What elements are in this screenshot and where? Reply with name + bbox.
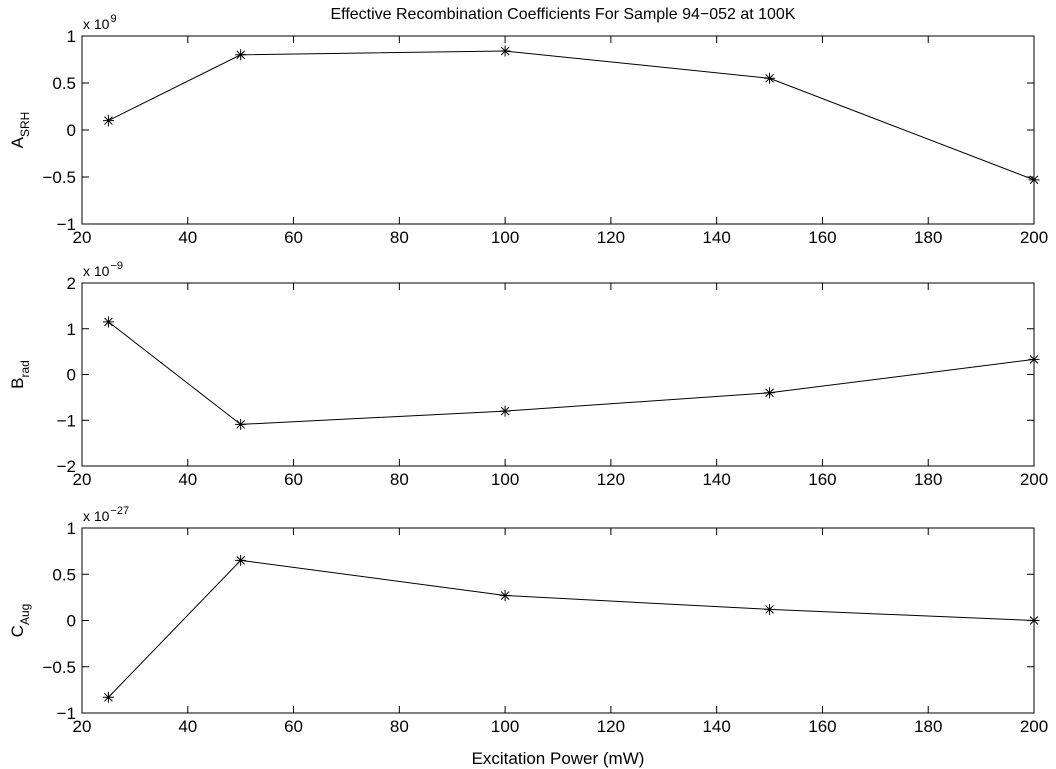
y-tick-label: −1 xyxy=(57,411,76,430)
figure-title: Effective Recombination Coefficients For… xyxy=(330,6,795,23)
y-tick-label: 1 xyxy=(67,320,76,339)
x-tick-label: 180 xyxy=(914,228,942,247)
x-tick-label: 40 xyxy=(178,228,197,247)
axis-multiplier: x 10−9 xyxy=(83,260,123,279)
y-tick-label: 1 xyxy=(67,519,76,538)
x-tick-label: 100 xyxy=(491,470,519,489)
y-tick-label: −0.5 xyxy=(42,168,76,187)
x-tick-label: 180 xyxy=(914,470,942,489)
data-point-marker xyxy=(235,554,247,566)
x-tick-label: 200 xyxy=(1020,470,1048,489)
x-tick-label: 120 xyxy=(597,470,625,489)
y-tick-label: 0 xyxy=(67,121,76,140)
y-tick-label: 1 xyxy=(67,27,76,46)
x-tick-label: 20 xyxy=(73,717,92,736)
x-tick-label: 40 xyxy=(178,717,197,736)
x-tick-label: 80 xyxy=(390,470,409,489)
y-axis-label-subscript: Aug xyxy=(18,604,32,625)
x-tick-label: 60 xyxy=(284,717,303,736)
x-tick-label: 180 xyxy=(914,717,942,736)
x-tick-label: 100 xyxy=(491,717,519,736)
data-point-marker xyxy=(499,405,511,417)
x-tick-label: 140 xyxy=(702,717,730,736)
y-tick-label: −2 xyxy=(57,457,76,476)
y-tick-label: 2 xyxy=(67,274,76,293)
x-axis-label: Excitation Power (mW) xyxy=(472,749,645,768)
series-line xyxy=(108,559,1035,698)
axis-multiplier: x 10−27 xyxy=(83,505,129,524)
y-axis-label-main: A xyxy=(8,136,27,148)
subplots: 20 40 60 80 100 120 140 160 180 200−1−0.500.51x 1… xyxy=(8,13,1048,736)
x-tick-label: 120 xyxy=(597,717,625,736)
x-tick-label: 120 xyxy=(597,228,625,247)
data-point-marker xyxy=(764,387,776,399)
y-tick-label: 0 xyxy=(67,612,76,631)
axis-multiplier-base: x 10 xyxy=(83,263,110,279)
subplot-3: 20 40 60 80 100 120 140 160 180 200 −1 −0.5 0 0.5 1 x 1… xyxy=(8,505,1048,736)
x-tick-label: 200 xyxy=(1020,717,1048,736)
y-tick-label: −1 xyxy=(57,704,76,723)
axis-multiplier-base: x 10 xyxy=(83,16,110,32)
data-point-marker xyxy=(1028,353,1040,365)
data-point-marker xyxy=(1028,615,1040,626)
x-tick-label: 140 xyxy=(702,470,730,489)
y-tick-label: −1 xyxy=(57,215,76,234)
y-tick-label: −0.5 xyxy=(42,658,76,677)
x-tick-label: 100 xyxy=(491,228,519,247)
x-tick-label: 200 xyxy=(1020,228,1048,247)
x-tick-label: 20 xyxy=(73,470,92,489)
y-axis-label: Brad xyxy=(8,360,32,389)
x-tick-label: 20 xyxy=(73,228,92,247)
data-point-marker xyxy=(764,603,776,615)
data-point-marker xyxy=(102,316,114,328)
y-axis-label: CAug xyxy=(8,604,32,638)
data-point-marker xyxy=(1028,174,1040,186)
subplot-2: 20 40 60 80 100 120 140 160 180 200 −2 −1 0 1 2 x 10−9 B… xyxy=(8,260,1048,489)
axes-frame xyxy=(81,282,1035,467)
series-line xyxy=(108,321,1035,425)
x-tick-label: 160 xyxy=(808,228,836,247)
x-tick-label: 40 xyxy=(178,470,197,489)
data-point-marker xyxy=(235,418,247,430)
y-tick-label: 0 xyxy=(67,366,76,385)
y-tick-label: 0.5 xyxy=(52,565,76,584)
data-point-marker xyxy=(499,590,511,602)
axis-multiplier-exponent: −27 xyxy=(110,505,129,517)
y-axis-label: ASRH xyxy=(8,112,32,149)
x-tick-label: 160 xyxy=(808,717,836,736)
x-tick-label: 60 xyxy=(284,228,303,247)
data-point-marker xyxy=(499,45,511,57)
data-point-marker xyxy=(235,49,247,61)
data-point-marker xyxy=(102,115,114,127)
y-axis-label-main: C xyxy=(8,625,27,637)
axis-multiplier-exponent: 9 xyxy=(110,13,116,25)
y-axis-label-subscript: rad xyxy=(18,360,32,377)
subplot-1: 20 40 60 80 100 120 140 160 180 200 −1 −0.5 0 0.5 1 x 1… xyxy=(8,13,1048,247)
axes-frame xyxy=(81,35,1035,225)
axis-multiplier-exponent: −9 xyxy=(110,260,123,272)
y-tick-label: 0.5 xyxy=(52,74,76,93)
x-tick-label: 140 xyxy=(702,228,730,247)
axes-frame xyxy=(81,527,1035,714)
x-tick-label: 160 xyxy=(808,470,836,489)
series-line xyxy=(108,50,1035,181)
x-tick-label: 80 xyxy=(390,717,409,736)
x-tick-label: 60 xyxy=(284,470,303,489)
data-point-marker xyxy=(764,72,776,84)
data-point-marker xyxy=(102,691,114,703)
axis-multiplier-base: x 10 xyxy=(83,508,110,524)
y-axis-label-main: B xyxy=(8,378,27,389)
axis-multiplier: x 109 xyxy=(83,13,117,32)
y-axis-label-subscript: SRH xyxy=(18,112,32,137)
x-tick-label: 80 xyxy=(390,228,409,247)
